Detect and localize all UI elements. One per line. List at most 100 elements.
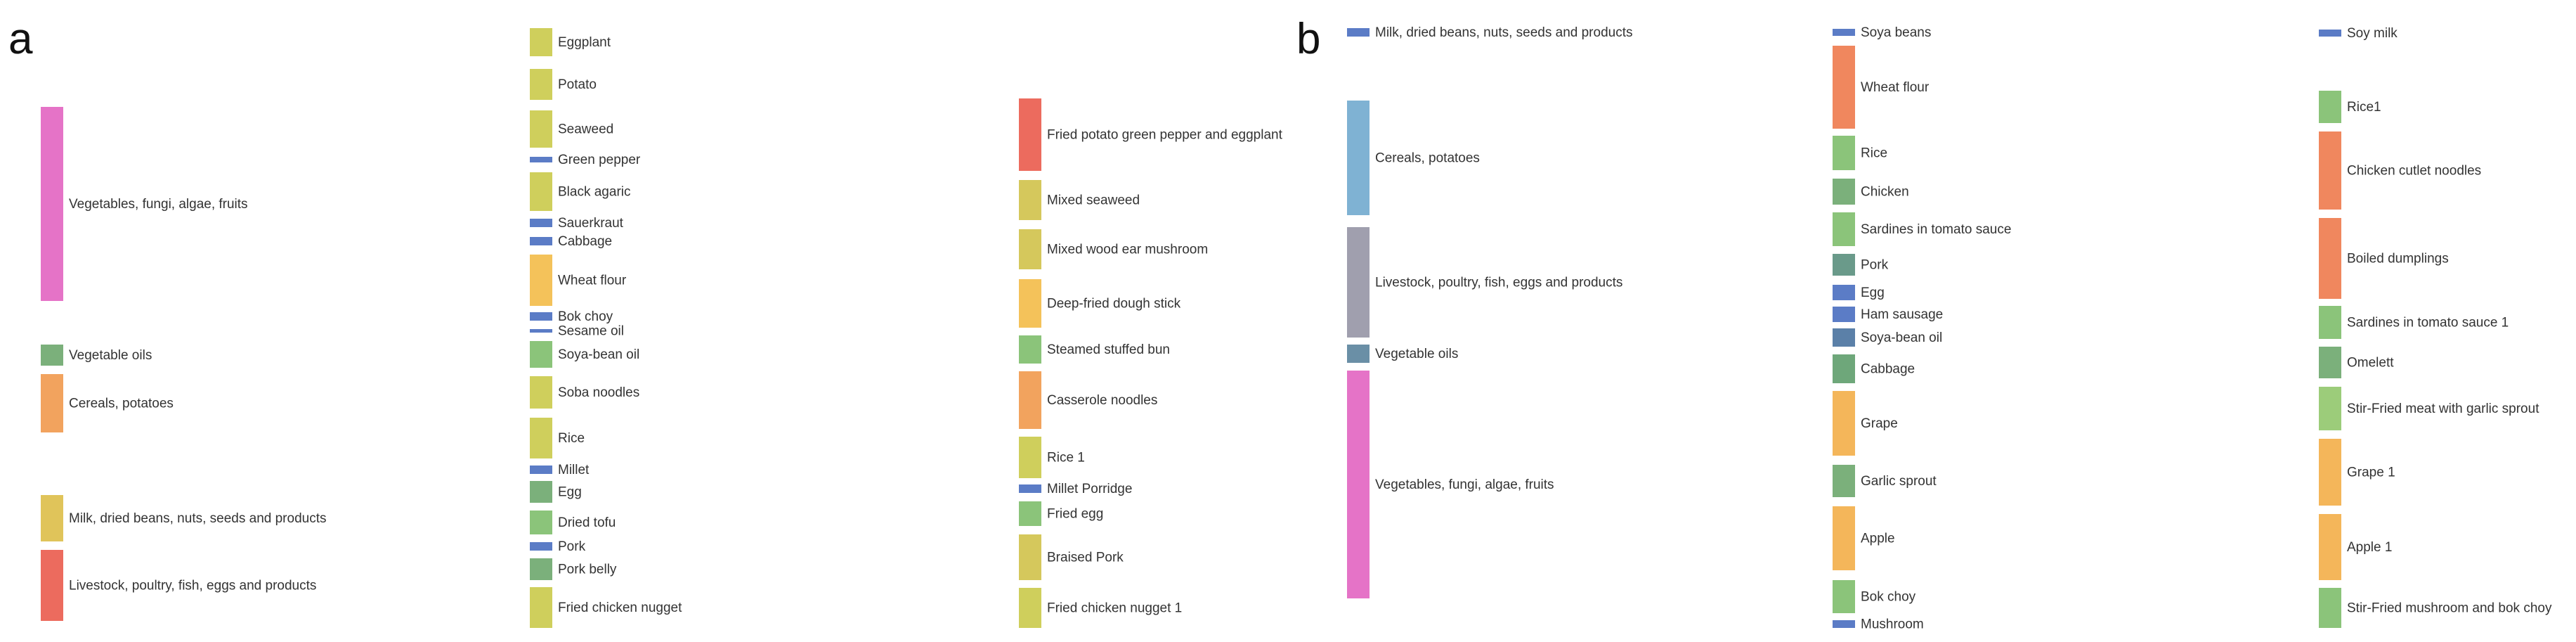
- node-label-seaweed: Seaweed: [558, 122, 613, 137]
- node-label-gpepper: Green pepper: [558, 153, 641, 167]
- node-bar-oils: [1347, 345, 1370, 363]
- flow-link: [1370, 46, 1833, 158]
- node-label-bokchoy: Bok choy: [1861, 590, 1916, 605]
- node-label-gsprout: Garlic sprout: [1861, 474, 1937, 489]
- node-label-veg: Vegetables, fungi, algae, fruits: [69, 197, 248, 212]
- node-bar-d_soymilk: [2319, 30, 2341, 37]
- node-bar-d_sfm: [2319, 387, 2341, 430]
- node-label-egg: Egg: [558, 485, 582, 500]
- flow-link: [552, 219, 1019, 390]
- node-label-milk: Milk, dried beans, nuts, seeds and produ…: [69, 511, 326, 526]
- node-label-sesame: Sesame oil: [558, 324, 624, 339]
- flow-link: [63, 277, 530, 321]
- flow-link: [1855, 171, 2319, 210]
- node-label-d_a1: Apple 1: [2347, 540, 2392, 555]
- node-bar-d_fe: [1019, 501, 1041, 526]
- flow-link: [1855, 46, 2319, 171]
- node-label-apple: Apple: [1861, 532, 1895, 546]
- node-label-eggplant: Eggplant: [558, 35, 611, 50]
- node-bar-d_g1: [2319, 439, 2341, 506]
- flow-link: [1855, 285, 2319, 363]
- node-label-d_ssb: Steamed stuffed bun: [1047, 342, 1170, 357]
- flow-link: [552, 466, 1019, 493]
- flow-link: [1370, 212, 1833, 271]
- panel-a-nodes: Vegetables, fungi, algae, fruits Vegetabl…: [41, 28, 1283, 628]
- node-label-soyb: Soya beans: [1861, 25, 1931, 40]
- node-label-pbelly: Pork belly: [558, 563, 617, 577]
- flow-link: [1370, 484, 1833, 570]
- node-bar-soyb: [1833, 29, 1855, 36]
- node-bar-ham: [1833, 307, 1855, 322]
- flow-link: [1855, 580, 2319, 615]
- node-bar-d_ms: [1019, 180, 1041, 220]
- node-label-millet: Millet: [558, 463, 590, 477]
- node-label-d_mp: Millet Porridge: [1047, 482, 1132, 496]
- flow-link: [63, 418, 530, 474]
- node-label-soyoil: Soya-bean oil: [558, 347, 639, 362]
- flow-link: [63, 587, 530, 628]
- node-label-d_fpg: Fried potato green pepper and eggplant: [1047, 128, 1283, 143]
- flow-link: [1855, 238, 2319, 265]
- node-label-d_ccn: Chicken cutlet noodles: [2347, 164, 2481, 179]
- flow-link: [552, 481, 1019, 526]
- node-bar-soyoil: [530, 341, 552, 368]
- node-bar-wflour: [1833, 46, 1855, 129]
- node-bar-seaweed: [530, 110, 552, 148]
- node-bar-gpepper: [530, 157, 552, 162]
- node-bar-milk: [41, 495, 63, 541]
- node-bar-wflour: [530, 255, 552, 306]
- node-bar-dtofu: [530, 511, 552, 534]
- node-bar-cabbage: [1833, 354, 1855, 383]
- node-bar-d_sfmb: [2319, 588, 2341, 628]
- flow-link: [552, 558, 1019, 581]
- node-label-milk: Milk, dried beans, nuts, seeds and produ…: [1375, 25, 1632, 40]
- node-label-d_dfds: Deep-fried dough stick: [1047, 297, 1181, 312]
- flow-link: [552, 354, 1019, 551]
- node-bar-d_ccn: [2319, 131, 2341, 210]
- node-bar-soba: [530, 376, 552, 409]
- node-label-d_soymilk: Soy milk: [2347, 26, 2398, 41]
- node-label-d_sfmb: Stir-Fried mushroom and bok choy: [2347, 601, 2552, 616]
- node-bar-bagaric: [530, 172, 552, 211]
- node-label-live: Livestock, poultry, fish, eggs and produ…: [1375, 276, 1622, 290]
- flow-link: [63, 28, 530, 131]
- node-bar-d_mwm: [1019, 229, 1041, 269]
- node-bar-d_rice1: [2319, 91, 2341, 123]
- flow-link: [552, 354, 1019, 514]
- node-bar-live: [41, 550, 63, 621]
- panel-b-nodes: Milk, dried beans, nuts, seeds and produ…: [1347, 25, 2552, 632]
- node-bar-d_bp: [1019, 534, 1041, 580]
- node-label-rice: Rice: [558, 431, 585, 446]
- flow-link: [552, 69, 1019, 147]
- flow-link: [1370, 307, 1833, 338]
- node-label-mushroom: Mushroom: [1861, 617, 1924, 632]
- node-bar-veg: [1347, 371, 1370, 598]
- flow-link: [552, 28, 1019, 122]
- flow-link: [1370, 560, 1833, 628]
- node-label-bagaric: Black agaric: [558, 185, 631, 200]
- panel-b: b Milk, dried beans, nuts, seeds and pro…: [1296, 15, 2552, 632]
- flow-link: [63, 255, 530, 389]
- node-label-chicken: Chicken: [1861, 185, 1909, 200]
- node-label-soba: Soba noodles: [558, 385, 639, 400]
- flow-link: [1855, 615, 2319, 628]
- node-bar-rice: [1833, 136, 1855, 170]
- node-bar-eggplant: [530, 28, 552, 56]
- node-label-d_ms: Mixed seaweed: [1047, 193, 1140, 208]
- flow-link: [1855, 91, 2319, 170]
- flow-link: [1370, 354, 1833, 409]
- node-label-d_mwm: Mixed wood ear mushroom: [1047, 243, 1208, 257]
- node-label-cer: Cereals, potatoes: [1375, 151, 1480, 166]
- node-label-live: Livestock, poultry, fish, eggs and produ…: [69, 579, 316, 593]
- node-label-d_fe: Fried egg: [1047, 507, 1103, 522]
- node-label-d_bp: Braised Pork: [1047, 551, 1124, 565]
- flow-link: [1370, 391, 1833, 456]
- node-bar-cer: [1347, 101, 1370, 215]
- flow-link: [1370, 136, 1833, 215]
- node-label-wflour: Wheat flour: [1861, 80, 1930, 95]
- node-label-d_r1: Rice 1: [1047, 451, 1085, 466]
- node-bar-apple: [1833, 506, 1855, 570]
- node-label-pork: Pork: [558, 539, 586, 554]
- node-bar-egg: [1833, 285, 1855, 300]
- node-bar-d_bd: [2319, 218, 2341, 299]
